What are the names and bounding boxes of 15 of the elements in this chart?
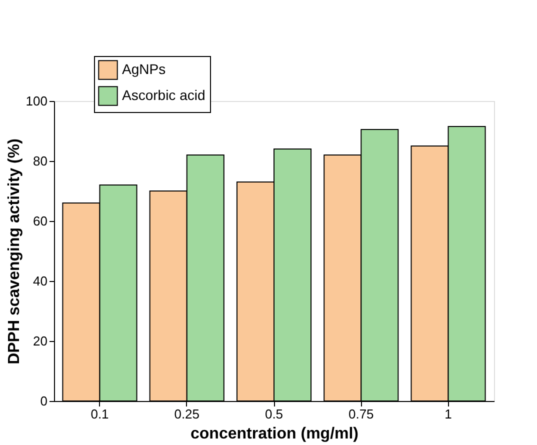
y-tick-label: 0 <box>40 394 48 408</box>
y-axis-title: DPPH scavenging activity (%) <box>6 138 23 364</box>
x-tick-label: 0.5 <box>264 406 284 422</box>
x-tick-label: 0.1 <box>90 406 109 422</box>
x-tick-label: 0.25 <box>174 406 200 422</box>
y-tick-label: 40 <box>33 274 48 288</box>
x-tick-label: 0.75 <box>348 406 374 422</box>
y-tick-label: 20 <box>33 334 48 348</box>
x-tick-label: 1 <box>444 406 452 422</box>
legend-label: AgNPs <box>122 61 166 77</box>
y-tick-label: 60 <box>33 214 48 228</box>
y-tick-label: 80 <box>33 154 48 168</box>
x-axis-title: concentration (mg/ml) <box>190 426 359 442</box>
y-tick-label: 100 <box>26 94 48 108</box>
legend-label: Ascorbic acid <box>122 87 206 103</box>
